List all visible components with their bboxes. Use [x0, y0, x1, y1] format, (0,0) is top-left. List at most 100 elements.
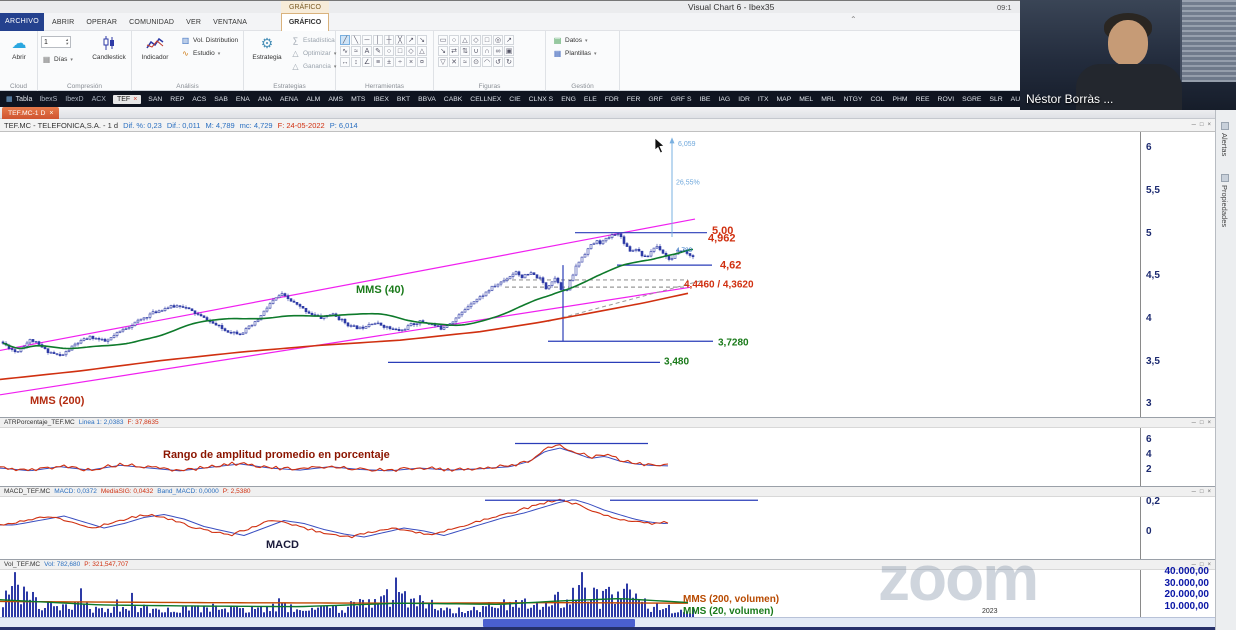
- figure-icon[interactable]: ◎: [493, 35, 503, 45]
- ticker-clnx-s[interactable]: CLNX S: [528, 95, 554, 103]
- sidebar-tab-alertas[interactable]: Alertas: [1220, 122, 1229, 156]
- ticker-sgre[interactable]: SGRE: [962, 95, 982, 103]
- maximize-icon[interactable]: □: [1199, 561, 1204, 568]
- ticker-ele[interactable]: ELE: [583, 95, 597, 103]
- figure-icon[interactable]: ↻: [504, 57, 514, 67]
- ticker-ibe[interactable]: IBE: [699, 95, 711, 103]
- tool-icon[interactable]: │: [373, 35, 383, 45]
- figure-icon[interactable]: △: [460, 35, 470, 45]
- minimize-icon[interactable]: ─: [1191, 419, 1196, 426]
- minimize-icon[interactable]: ─: [1191, 122, 1196, 128]
- close-icon[interactable]: ×: [1207, 561, 1211, 568]
- ticker-aena[interactable]: AENA: [279, 95, 299, 103]
- tool-icon[interactable]: ÷: [395, 57, 405, 67]
- ticker-itx[interactable]: ITX: [757, 95, 769, 103]
- tool-icon[interactable]: ─: [362, 35, 372, 45]
- tool-icon[interactable]: ↔: [340, 57, 350, 67]
- figure-icon[interactable]: ∩: [482, 46, 492, 56]
- ticker-cie[interactable]: CIE: [509, 95, 521, 103]
- ticker-mel[interactable]: MEL: [799, 95, 814, 103]
- vol-distribution-button[interactable]: ▥ Vol. Distribution: [178, 34, 241, 47]
- ticker-mts[interactable]: MTS: [351, 95, 366, 103]
- ticker-ams[interactable]: AMS: [328, 95, 344, 103]
- doc-tab-tef[interactable]: TEF.MC-1 D ×: [2, 107, 60, 119]
- ticker-grf[interactable]: GRF: [648, 95, 663, 103]
- maximize-icon[interactable]: □: [1199, 488, 1204, 495]
- tab-tef[interactable]: TEF ×: [112, 94, 142, 104]
- open-button[interactable]: ☁ Abrir: [0, 34, 38, 78]
- figure-icon[interactable]: ○: [449, 35, 459, 45]
- close-icon[interactable]: ×: [49, 109, 54, 117]
- tool-icon[interactable]: ¤: [417, 57, 427, 67]
- minimize-icon[interactable]: ─: [1191, 488, 1196, 495]
- tool-icon[interactable]: ∿: [340, 46, 350, 56]
- figure-icon[interactable]: ▣: [504, 46, 514, 56]
- figure-icon[interactable]: ∞: [493, 46, 503, 56]
- spinner-arrows[interactable]: ▴ ▾: [66, 37, 68, 47]
- figure-icon[interactable]: ◇: [471, 35, 481, 45]
- ticker-sab[interactable]: SAB: [214, 95, 228, 103]
- tool-icon[interactable]: ↗: [406, 35, 416, 45]
- strategy-button[interactable]: ⚙ Estrategia: [248, 34, 286, 78]
- ticker-mrl[interactable]: MRL: [821, 95, 836, 103]
- tool-icon[interactable]: ╳: [395, 35, 405, 45]
- tool-icon[interactable]: ×: [406, 57, 416, 67]
- datos-button[interactable]: ▤ Datos ▾: [550, 34, 600, 47]
- ticker-bbva[interactable]: BBVA: [418, 95, 436, 103]
- workspace-tab-ibexd[interactable]: IbexD: [65, 95, 84, 103]
- ticker-bkt[interactable]: BKT: [396, 95, 411, 103]
- macd-chart[interactable]: [0, 497, 1140, 559]
- figure-icon[interactable]: ↗: [504, 35, 514, 45]
- sidebar-tab-propiedades[interactable]: Propiedades: [1220, 174, 1229, 227]
- figure-icon[interactable]: ∪: [471, 46, 481, 56]
- ganancia-button[interactable]: △ Ganancia ▾: [288, 60, 339, 73]
- ticker-ana[interactable]: ANA: [257, 95, 272, 103]
- tool-icon[interactable]: ✎: [373, 46, 383, 56]
- ticker-fdr[interactable]: FDR: [604, 95, 619, 103]
- figure-icon[interactable]: ⊙: [471, 57, 481, 67]
- estudio-button[interactable]: ∿ Estudio ▾: [178, 47, 241, 60]
- tool-icon[interactable]: A: [362, 46, 372, 56]
- ticker-alm[interactable]: ALM: [306, 95, 321, 103]
- tool-icon[interactable]: ◇: [406, 46, 416, 56]
- tool-icon[interactable]: ↘: [417, 35, 427, 45]
- ribbon-collapse-icon[interactable]: ⌃: [850, 15, 857, 24]
- ticker-ibex[interactable]: IBEX: [373, 95, 389, 103]
- menu-tab-ventana[interactable]: VENTANA: [213, 18, 248, 26]
- ticker-fer[interactable]: FER: [626, 95, 641, 103]
- menu-tab-abrir[interactable]: ABRIR: [52, 18, 75, 26]
- maximize-icon[interactable]: □: [1199, 122, 1204, 128]
- ticker-cellnex[interactable]: CELLNEX: [470, 95, 502, 103]
- tool-icon[interactable]: ╲: [351, 35, 361, 45]
- ticker-eng[interactable]: ENG: [561, 95, 576, 103]
- days-button[interactable]: ▦ Días ▾: [39, 53, 85, 66]
- figure-icon[interactable]: ≈: [460, 57, 470, 67]
- tool-icon[interactable]: ±: [384, 57, 394, 67]
- ticker-idr[interactable]: IDR: [738, 95, 750, 103]
- ticker-rovi[interactable]: ROVI: [937, 95, 955, 103]
- figure-icon[interactable]: ↘: [438, 46, 448, 56]
- maximize-icon[interactable]: □: [1199, 419, 1204, 426]
- ticker-grf-s[interactable]: GRF S: [670, 95, 692, 103]
- horizontal-scrollbar[interactable]: [0, 617, 1215, 627]
- indicator-button[interactable]: Indicador: [136, 34, 174, 78]
- ticker-phm[interactable]: PHM: [892, 95, 908, 103]
- ticker-ree[interactable]: REE: [915, 95, 930, 103]
- ticker-rep[interactable]: REP: [170, 95, 185, 103]
- candlestick-button[interactable]: Candlestick: [90, 34, 128, 78]
- workspace-tab-acx[interactable]: ACX: [91, 95, 106, 103]
- tool-icon[interactable]: ○: [384, 46, 394, 56]
- figure-icon[interactable]: ↺: [493, 57, 503, 67]
- ticker-cabk[interactable]: CABK: [443, 95, 463, 103]
- close-icon[interactable]: ×: [1207, 488, 1211, 495]
- figure-icon[interactable]: ▽: [438, 57, 448, 67]
- estad-stica-button[interactable]: ∑ Estadística: [288, 34, 339, 47]
- figure-icon[interactable]: ✕: [449, 57, 459, 67]
- minimize-icon[interactable]: ─: [1191, 561, 1196, 568]
- ticker-ntgy[interactable]: NTGY: [843, 95, 863, 103]
- ticker-map[interactable]: MAP: [776, 95, 792, 103]
- tool-icon[interactable]: ∠: [362, 57, 372, 67]
- figure-icon[interactable]: □: [482, 35, 492, 45]
- menu-tab-archivo[interactable]: ARCHIVO: [0, 13, 44, 31]
- tool-icon[interactable]: ≈: [351, 46, 361, 56]
